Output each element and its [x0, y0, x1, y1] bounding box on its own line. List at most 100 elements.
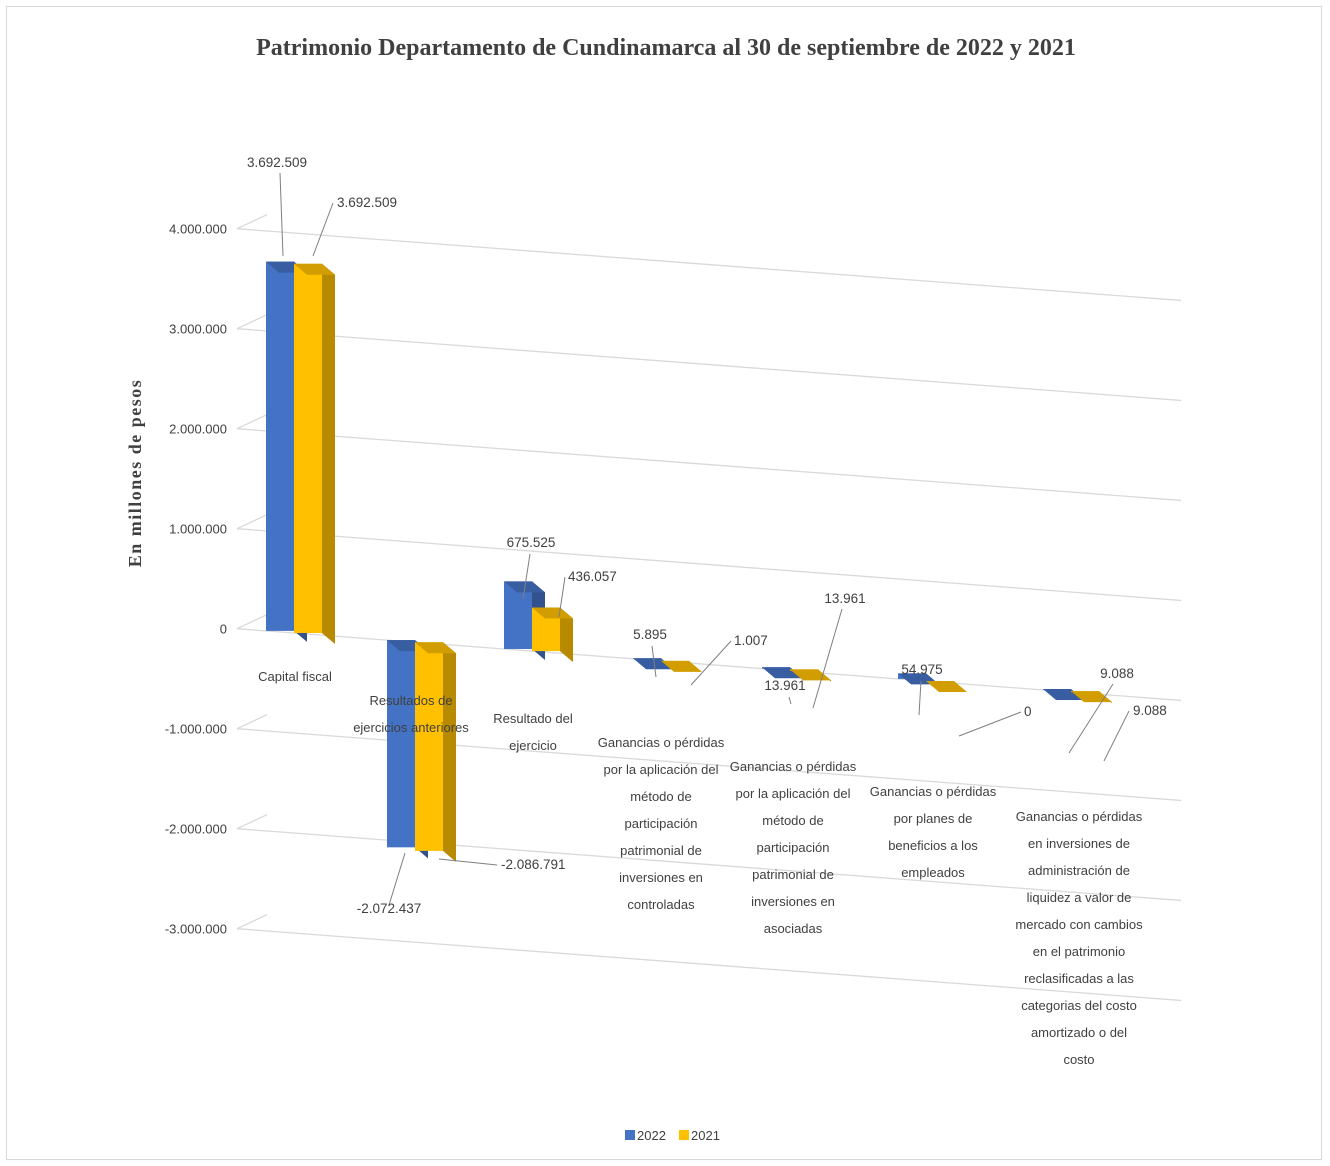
bar-top: [790, 669, 831, 681]
category-label-line: costo: [1063, 1052, 1094, 1067]
data-label-leader: [522, 553, 531, 600]
gridline-wall-edge: [236, 514, 268, 530]
bar-top: [926, 681, 967, 693]
bar-front: [415, 642, 443, 851]
y-tick-label: 2.000.000: [169, 422, 227, 437]
category-label: Resultado del ejercicio: [493, 711, 573, 753]
data-label: 0: [1024, 704, 1032, 719]
category-label-line: inversiones en: [619, 870, 703, 885]
y-tick-label: 0: [220, 622, 227, 637]
y-tick-label: 3.000.000: [169, 322, 227, 337]
category-label-line: controladas: [627, 897, 695, 912]
y-tick-label: -2.000.000: [165, 822, 227, 837]
bar-side: [443, 642, 456, 862]
y-axis-ticks: 4.000.000 3.000.000 2.000.000 1.000.000 0 -1.…: [165, 222, 227, 937]
category-label-line: liquidez a valor de: [1027, 890, 1132, 905]
y-tick-label: 1.000.000: [169, 522, 227, 537]
data-label-leader: [1068, 683, 1114, 754]
category-label: Ganancias o pérdidas en inversiones de adm…: [1015, 809, 1143, 1067]
data-label-leader: [958, 711, 1022, 737]
bar-top: [661, 660, 702, 672]
bar-front: [504, 581, 532, 649]
gridline: [236, 928, 1182, 1002]
legend-item-1: 2021: [679, 1128, 720, 1143]
gridline-wall-edge: [236, 714, 268, 730]
data-label: 3.692.509: [337, 195, 397, 210]
bar-front: [266, 261, 294, 631]
category-label-line: empleados: [901, 865, 965, 880]
category-label-line: en el patrimonio: [1033, 944, 1126, 959]
bar-0-series-1: [294, 263, 335, 645]
category-label-line: administración de: [1028, 863, 1130, 878]
bar-side: [560, 607, 573, 663]
data-label-leader: [312, 202, 334, 257]
bars: [266, 261, 1112, 862]
category-label-line: Ganancias o pérdidas: [870, 784, 997, 799]
legend-label: 2021: [691, 1128, 720, 1143]
x-axis-category-labels: Capital fiscal Resultados de ejercicios an…: [258, 669, 1143, 1067]
bar-1-series-1: [415, 642, 456, 862]
label-leaders: [279, 172, 1130, 906]
y-tick-label: -3.000.000: [165, 922, 227, 937]
category-label-line: inversiones en: [751, 894, 835, 909]
data-label: 9.088: [1133, 703, 1167, 718]
category-label-line: Capital fiscal: [258, 669, 332, 684]
chart-title: Patrimonio Departamento de Cundinamarca …: [256, 35, 1076, 61]
gridline: [236, 228, 1182, 302]
data-label: 13.961: [764, 678, 805, 693]
data-label-leader: [651, 645, 657, 678]
bar-5-series-1: [926, 681, 967, 693]
gridline-wall-edge: [236, 214, 268, 230]
y-axis-title: En millones de pesos: [125, 379, 145, 568]
category-label-line: reclasificadas a las: [1024, 971, 1134, 986]
chart-frame: Patrimonio Departamento de Cundinamarca …: [6, 6, 1322, 1160]
category-label-line: ejercicio: [509, 738, 557, 753]
gridline: [236, 328, 1182, 402]
bar-side: [322, 263, 335, 645]
category-label-line: Ganancias o pérdidas: [1016, 809, 1143, 824]
y-tick-label: -1.000.000: [165, 722, 227, 737]
category-label: Capital fiscal: [258, 669, 332, 684]
bar-4-series-1: [790, 669, 831, 682]
bar-2-series-1: [532, 607, 573, 663]
category-label-line: método de: [630, 789, 691, 804]
bar-chart-3d: Patrimonio Departamento de Cundinamarca …: [125, 35, 1182, 1143]
bar-top: [294, 263, 335, 275]
category-label: Ganancias o pérdidas por planes de benefic…: [870, 784, 997, 880]
data-label: 436.057: [568, 569, 617, 584]
data-label-leader: [1103, 710, 1130, 762]
category-label-line: categorias del costo: [1021, 998, 1137, 1013]
category-label-line: Ganancias o pérdidas: [730, 759, 857, 774]
category-label-line: patrimonial de: [752, 867, 834, 882]
data-label: 13.961: [824, 591, 865, 606]
category-label-line: ejercicios anteriores: [353, 720, 469, 735]
category-label-line: Resultado del: [493, 711, 573, 726]
data-label: -2.086.791: [501, 857, 566, 872]
bar-front: [294, 263, 322, 634]
category-label-line: participación: [757, 840, 830, 855]
data-label-leader: [788, 696, 792, 705]
data-label-leader: [690, 640, 732, 686]
data-label-leader: [558, 576, 566, 618]
category-label-line: mercado con cambios: [1015, 917, 1143, 932]
category-label-line: método de: [762, 813, 823, 828]
data-label: 54.975: [901, 662, 942, 677]
legend-swatch: [679, 1130, 689, 1140]
gridline: [236, 428, 1182, 502]
bar-6-series-1: [1071, 691, 1112, 704]
bar-front: [387, 640, 415, 848]
data-label-leader: [279, 172, 284, 257]
legend-swatch: [625, 1130, 635, 1140]
data-label-leader: [388, 852, 406, 906]
bar-3-series-1: [661, 660, 702, 672]
category-label: Ganancias o pérdidas por la aplicación de…: [598, 735, 725, 912]
gridline-wall-edge: [236, 614, 268, 630]
legend-label: 2022: [637, 1128, 666, 1143]
category-label-line: amortizado o del: [1031, 1025, 1127, 1040]
category-label-line: Resultados de: [369, 693, 452, 708]
category-label: Resultados de ejercicios anteriores: [353, 693, 469, 735]
legend-item-0: 2022: [625, 1128, 666, 1143]
bar-top: [1071, 691, 1112, 703]
data-labels: 3.692.509 3.692.509 -2.072.437 -2.086.791 67…: [247, 155, 1167, 916]
category-label-line: en inversiones de: [1028, 836, 1130, 851]
